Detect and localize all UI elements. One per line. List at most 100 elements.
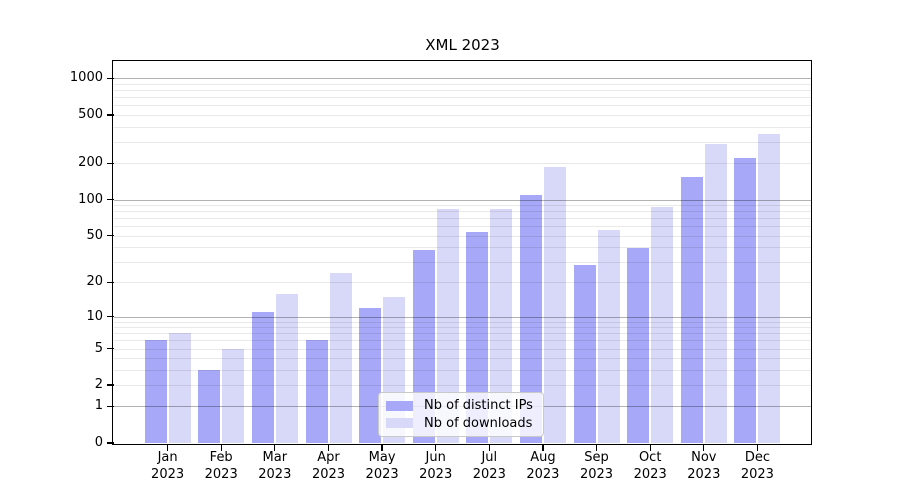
x-tick-label: Nov 2023	[676, 450, 732, 483]
major-gridline	[114, 78, 811, 80]
x-tick-mark	[381, 443, 383, 451]
x-tick-year: 2023	[365, 466, 399, 482]
minor-gridline	[114, 282, 811, 284]
bar-downloads-oct	[651, 206, 674, 443]
y-tick-label: 200	[78, 155, 103, 171]
x-tick-label: May 2023	[354, 450, 410, 483]
x-tick-label: Dec 2023	[729, 450, 785, 483]
bar-downloads-jun	[436, 208, 459, 443]
chart-title: XML 2023	[425, 36, 500, 54]
minor-gridline	[114, 261, 811, 263]
y-tick-mark	[106, 281, 114, 284]
bar-downloads-nov	[704, 143, 727, 443]
x-tick-year: 2023	[419, 466, 453, 482]
minor-gridline	[114, 348, 811, 350]
y-tick-label: 1000	[69, 70, 103, 86]
x-tick-mark	[595, 443, 598, 451]
x-tick-year: 2023	[151, 466, 185, 482]
legend-label-downloads: Nb of downloads	[424, 415, 533, 431]
minor-gridline	[114, 218, 811, 220]
minor-gridline	[114, 340, 811, 342]
minor-gridline	[114, 84, 811, 85]
minor-gridline	[114, 333, 811, 335]
x-tick-year: 2023	[633, 466, 667, 482]
bar-downloads-feb	[222, 348, 245, 443]
minor-gridline	[114, 90, 811, 92]
legend-item-distinct-ips: Nb of distinct IPs	[386, 398, 535, 413]
minor-gridline	[114, 126, 811, 128]
legend: Nb of distinct IPs Nb of downloads	[378, 392, 544, 437]
minor-gridline	[114, 97, 811, 99]
x-tick-label: Aug 2023	[515, 450, 571, 483]
legend-swatch-distinct-ips-icon	[386, 400, 413, 411]
y-tick-mark	[106, 384, 114, 386]
minor-gridline	[114, 211, 811, 213]
minor-gridline	[114, 105, 811, 107]
x-tick-label: Oct 2023	[622, 450, 678, 483]
minor-gridline	[114, 235, 811, 237]
bar-distinct-ips-feb	[198, 369, 221, 443]
x-tick-year: 2023	[526, 466, 560, 482]
x-tick-year: 2023	[472, 466, 506, 482]
minor-gridline	[114, 369, 811, 371]
x-tick-mark	[435, 443, 437, 451]
x-tick-mark	[327, 443, 330, 451]
bar-distinct-ips-jan	[144, 340, 167, 443]
y-tick-mark	[106, 347, 114, 350]
x-tick-mark	[220, 443, 222, 451]
y-tick-mark	[106, 442, 114, 444]
minor-gridline	[114, 385, 811, 386]
legend-swatch-downloads-icon	[386, 418, 413, 429]
bar-distinct-ips-dec	[734, 158, 757, 443]
bar-downloads-jul	[490, 209, 513, 443]
bar-distinct-ips-nov	[680, 176, 703, 443]
y-tick-mark	[106, 234, 114, 237]
minor-gridline	[114, 115, 811, 116]
bar-distinct-ips-oct	[627, 248, 650, 443]
minor-gridline	[114, 141, 811, 143]
y-tick-label: 10	[86, 308, 103, 324]
y-tick-mark	[106, 405, 114, 408]
x-tick-mark	[649, 443, 651, 451]
bar-downloads-sep	[597, 229, 620, 443]
y-tick-label: 20	[86, 274, 103, 290]
y-tick-label: 100	[78, 191, 103, 207]
bar-distinct-ips-apr	[305, 340, 328, 443]
x-tick-year: 2023	[687, 466, 721, 482]
x-tick-label: Sep 2023	[569, 450, 625, 483]
major-gridline	[114, 316, 811, 318]
minor-gridline	[114, 358, 811, 360]
y-tick-mark	[106, 114, 114, 116]
plot-area-border	[112, 59, 813, 445]
x-tick-mark	[488, 443, 490, 451]
legend-item-downloads: Nb of downloads	[386, 416, 535, 431]
bar-distinct-ips-mar	[251, 311, 274, 443]
y-tick-label: 0	[94, 435, 103, 450]
y-tick-mark	[106, 162, 114, 164]
y-tick-mark	[106, 315, 114, 318]
bar-downloads-aug	[543, 167, 566, 443]
x-tick-label: Jul 2023	[461, 450, 517, 483]
y-tick-label: 2	[94, 377, 103, 392]
y-tick-label: 500	[78, 107, 103, 122]
x-tick-label: Mar 2023	[247, 450, 303, 483]
y-tick-mark	[106, 77, 114, 80]
x-tick-year: 2023	[579, 466, 614, 482]
x-tick-mark	[542, 443, 544, 451]
bar-downloads-apr	[329, 273, 352, 443]
x-tick-label: Apr 2023	[301, 450, 357, 483]
bar-downloads-mar	[275, 293, 298, 443]
minor-gridline	[114, 226, 811, 228]
y-tick-label: 50	[86, 227, 103, 243]
x-tick-mark	[703, 443, 705, 451]
x-tick-label: Feb 2023	[193, 450, 249, 483]
x-tick-year: 2023	[204, 466, 238, 482]
minor-gridline	[114, 163, 811, 165]
x-tick-year: 2023	[258, 466, 292, 482]
minor-gridline	[114, 247, 811, 248]
bar-downloads-dec	[758, 133, 781, 443]
y-tick-label: 5	[94, 340, 103, 356]
y-tick-mark	[106, 198, 114, 201]
x-tick-label: Jun 2023	[408, 450, 464, 483]
